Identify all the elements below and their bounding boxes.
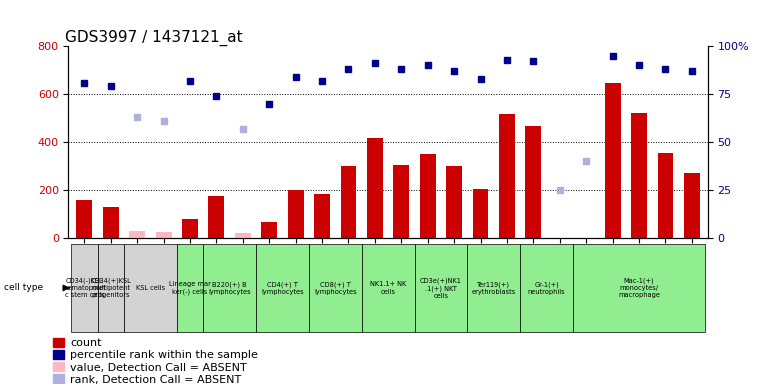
Text: Mac-1(+)
monocytes/
macrophage: Mac-1(+) monocytes/ macrophage [618,278,660,298]
Text: CD34(-)KSL
hematopoiet
c stem cells: CD34(-)KSL hematopoiet c stem cells [63,278,106,298]
Bar [631,113,647,238]
Bar [97,244,124,332]
Bar [467,244,521,332]
Legend: count, percentile rank within the sample, value, Detection Call = ABSENT, rank, : count, percentile rank within the sample… [53,338,258,384]
Bar [658,153,673,238]
Text: GDS3997 / 1437121_at: GDS3997 / 1437121_at [65,30,243,46]
Bar [203,244,256,332]
Text: cell type: cell type [4,283,43,293]
Bar [177,244,203,332]
Bar [314,194,330,238]
Bar [446,166,462,238]
Bar [684,173,700,238]
Bar [525,126,541,238]
Bar [182,219,198,238]
Bar [499,114,515,238]
Text: Ter119(+)
erythroblasts: Ter119(+) erythroblasts [472,281,516,295]
Bar [393,165,409,238]
Text: Lineage mar
ker(-) cells: Lineage mar ker(-) cells [169,281,211,295]
Bar [605,83,620,238]
Bar [521,244,573,332]
Bar [573,244,705,332]
Text: CD3e(+)NK1
.1(+) NKT
cells: CD3e(+)NK1 .1(+) NKT cells [420,278,462,298]
Text: CD4(+) T
lymphocytes: CD4(+) T lymphocytes [261,281,304,295]
Bar [156,232,171,238]
Bar [235,233,251,238]
Text: NK1.1+ NK
cells: NK1.1+ NK cells [370,281,406,295]
Text: B220(+) B
lymphocytes: B220(+) B lymphocytes [209,281,251,295]
Bar [415,244,467,332]
Text: KSL cells: KSL cells [135,285,165,291]
Bar [71,244,97,332]
Bar [288,190,304,238]
Text: CD34(+)KSL
multipotent
progenitors: CD34(+)KSL multipotent progenitors [91,278,131,298]
Bar [129,231,145,238]
Bar [124,244,177,332]
Bar [341,166,356,238]
Text: CD8(+) T
lymphocytes: CD8(+) T lymphocytes [314,281,357,295]
Bar [261,222,277,238]
Bar [367,139,383,238]
Bar [309,244,361,332]
Text: Gr-1(+)
neutrophils: Gr-1(+) neutrophils [528,281,565,295]
Bar [256,244,309,332]
Bar [361,244,415,332]
Bar [420,154,435,238]
Bar [473,189,489,238]
Bar [209,196,224,238]
Bar [103,207,119,238]
Bar [76,200,92,238]
